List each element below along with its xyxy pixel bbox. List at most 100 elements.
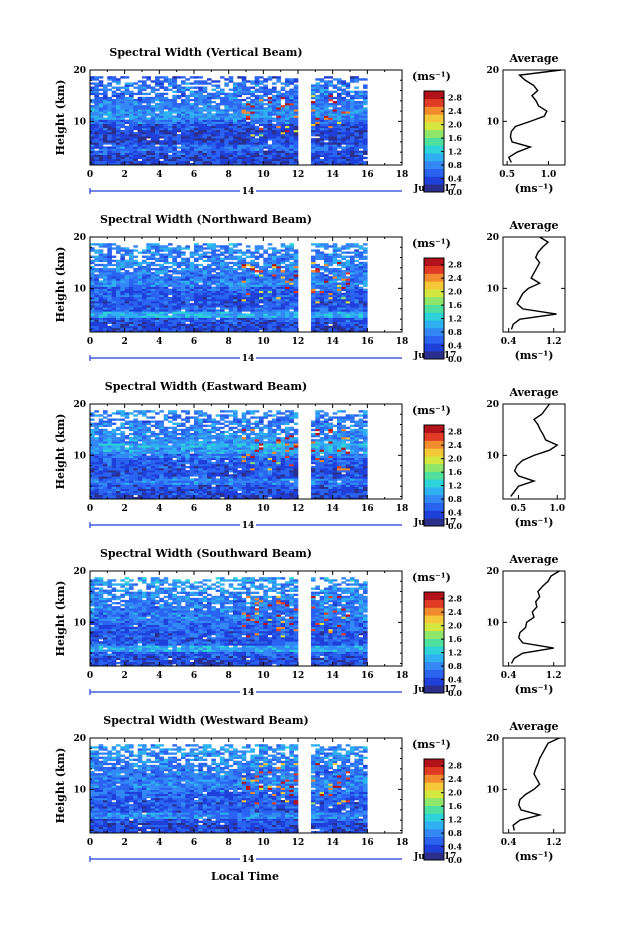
- profile-x-tick-label: 1.0: [541, 170, 557, 180]
- y-tick-label: 10: [73, 284, 86, 294]
- x-tick-label: 8: [226, 671, 232, 681]
- colorbar-swatch: [424, 813, 444, 822]
- colorbar-swatch: [424, 312, 444, 321]
- colorbar-tick-label: 0.8: [448, 494, 462, 504]
- colorbar-tick-label: 0.8: [448, 828, 462, 838]
- y-axis-label: Height (km): [54, 748, 67, 824]
- y-axis-label: Height (km): [54, 581, 67, 657]
- x-tick-label: 14: [326, 504, 339, 514]
- x-tick-label: 14: [326, 337, 339, 347]
- colorbar-swatch: [424, 471, 444, 480]
- profile-x-tick-label: 0.4: [501, 337, 517, 347]
- colorbar-swatch: [424, 685, 444, 694]
- colorbar-tick-label: 2.8: [448, 260, 462, 270]
- profile-line: [510, 570, 560, 664]
- profile-frame: [502, 737, 566, 834]
- x-tick-label: 8: [226, 504, 232, 514]
- y-axis-label: Height (km): [54, 247, 67, 323]
- date-label: 14: [242, 354, 255, 364]
- colorbar-tick-label: 1.6: [448, 634, 462, 644]
- colorbar-swatch: [424, 425, 444, 434]
- colorbar-swatch: [424, 638, 444, 647]
- profile-line: [510, 236, 557, 330]
- colorbar-swatch: [424, 168, 444, 177]
- colorbar-tick-label: 1.2: [448, 147, 462, 157]
- profile-line: [512, 737, 560, 831]
- colorbar-swatch: [424, 654, 444, 663]
- colorbar-tick-label: 2.8: [448, 427, 462, 437]
- x-tick-label: 16: [361, 170, 374, 180]
- colorbar-swatch: [424, 669, 444, 678]
- x-tick-label: 2: [122, 337, 128, 347]
- colorbar-tick-label: 1.6: [448, 467, 462, 477]
- x-tick-label: 16: [361, 337, 374, 347]
- colorbar-swatch: [424, 828, 444, 837]
- date-label-bg: [240, 686, 256, 696]
- x-tick-label: 0: [87, 337, 93, 347]
- colorbar-unit: (ms⁻¹): [412, 404, 451, 417]
- x-tick-label: 8: [226, 337, 232, 347]
- x-tick-label: 4: [156, 671, 162, 681]
- x-tick-label: 10: [257, 671, 270, 681]
- x-tick-label: 2: [122, 838, 128, 848]
- y-axis-label: Height (km): [54, 80, 67, 156]
- colorbar-swatch: [424, 145, 444, 154]
- profile-x-tick-label: 0.4: [501, 671, 517, 681]
- colorbar-swatch: [424, 91, 444, 100]
- colorbar-tick-label: 0.0: [448, 354, 462, 364]
- profile-frame: [502, 570, 566, 667]
- profile-x-tick-label: 0.5: [499, 170, 515, 180]
- profile-y-tick-label: 10: [486, 618, 499, 628]
- x-tick-label: 18: [396, 838, 409, 848]
- colorbar-frame: [423, 90, 445, 193]
- heatmap-cells: [90, 243, 368, 333]
- colorbar-unit: (ms⁻¹): [412, 237, 451, 250]
- colorbar-swatch: [424, 153, 444, 162]
- x-tick-label: 12: [292, 504, 305, 514]
- x-tick-label: 16: [361, 671, 374, 681]
- profile-title: Average: [508, 386, 558, 399]
- colorbar-tick-label: 1.2: [448, 481, 462, 491]
- heatmap-cells: [90, 76, 368, 166]
- colorbar-swatch: [424, 592, 444, 601]
- x-tick-label: 6: [191, 838, 197, 848]
- heatmap-cells: [90, 744, 368, 834]
- colorbar-swatch: [424, 759, 444, 768]
- heatmap-cells: [90, 577, 368, 667]
- x-tick-label: 4: [156, 170, 162, 180]
- y-axis-label: Height (km): [54, 414, 67, 490]
- colorbar-swatch: [424, 122, 444, 131]
- y-tick-label: 10: [73, 618, 86, 628]
- profile-y-tick-label: 20: [486, 734, 499, 744]
- colorbar-tick-label: 0.0: [448, 688, 462, 698]
- y-tick-label: 20: [73, 66, 86, 76]
- x-tick-label: 0: [87, 838, 93, 848]
- colorbar-swatch: [424, 129, 444, 138]
- colorbar-tick-label: 0.0: [448, 521, 462, 531]
- x-tick-label: 8: [226, 170, 232, 180]
- x-tick-label: 18: [396, 170, 409, 180]
- colorbar-swatch: [424, 782, 444, 791]
- colorbar-tick-label: 2.0: [448, 454, 462, 464]
- colorbar-swatch: [424, 502, 444, 511]
- date-label: 14: [242, 187, 255, 197]
- colorbar-swatch: [424, 265, 444, 274]
- profile-title: Average: [508, 219, 558, 232]
- colorbar-tick-label: 1.6: [448, 133, 462, 143]
- colorbar-tick-label: 1.2: [448, 648, 462, 658]
- colorbar-tick-label: 2.0: [448, 287, 462, 297]
- colorbar-swatch: [424, 273, 444, 282]
- colorbar-tick-label: 1.6: [448, 300, 462, 310]
- heatmap-title: Spectral Width (Vertical Beam): [109, 46, 302, 59]
- colorbar-swatch: [424, 844, 444, 853]
- colorbar-tick-label: 0.0: [448, 855, 462, 865]
- colorbar-swatch: [424, 448, 444, 457]
- x-tick-label: 12: [292, 337, 305, 347]
- colorbar-swatch: [424, 258, 444, 267]
- x-tick-label: 4: [156, 504, 162, 514]
- x-tick-label: 0: [87, 504, 93, 514]
- profile-x-tick-label: 1.2: [546, 671, 562, 681]
- colorbar-tick-label: 2.8: [448, 761, 462, 771]
- colorbar-swatch: [424, 351, 444, 360]
